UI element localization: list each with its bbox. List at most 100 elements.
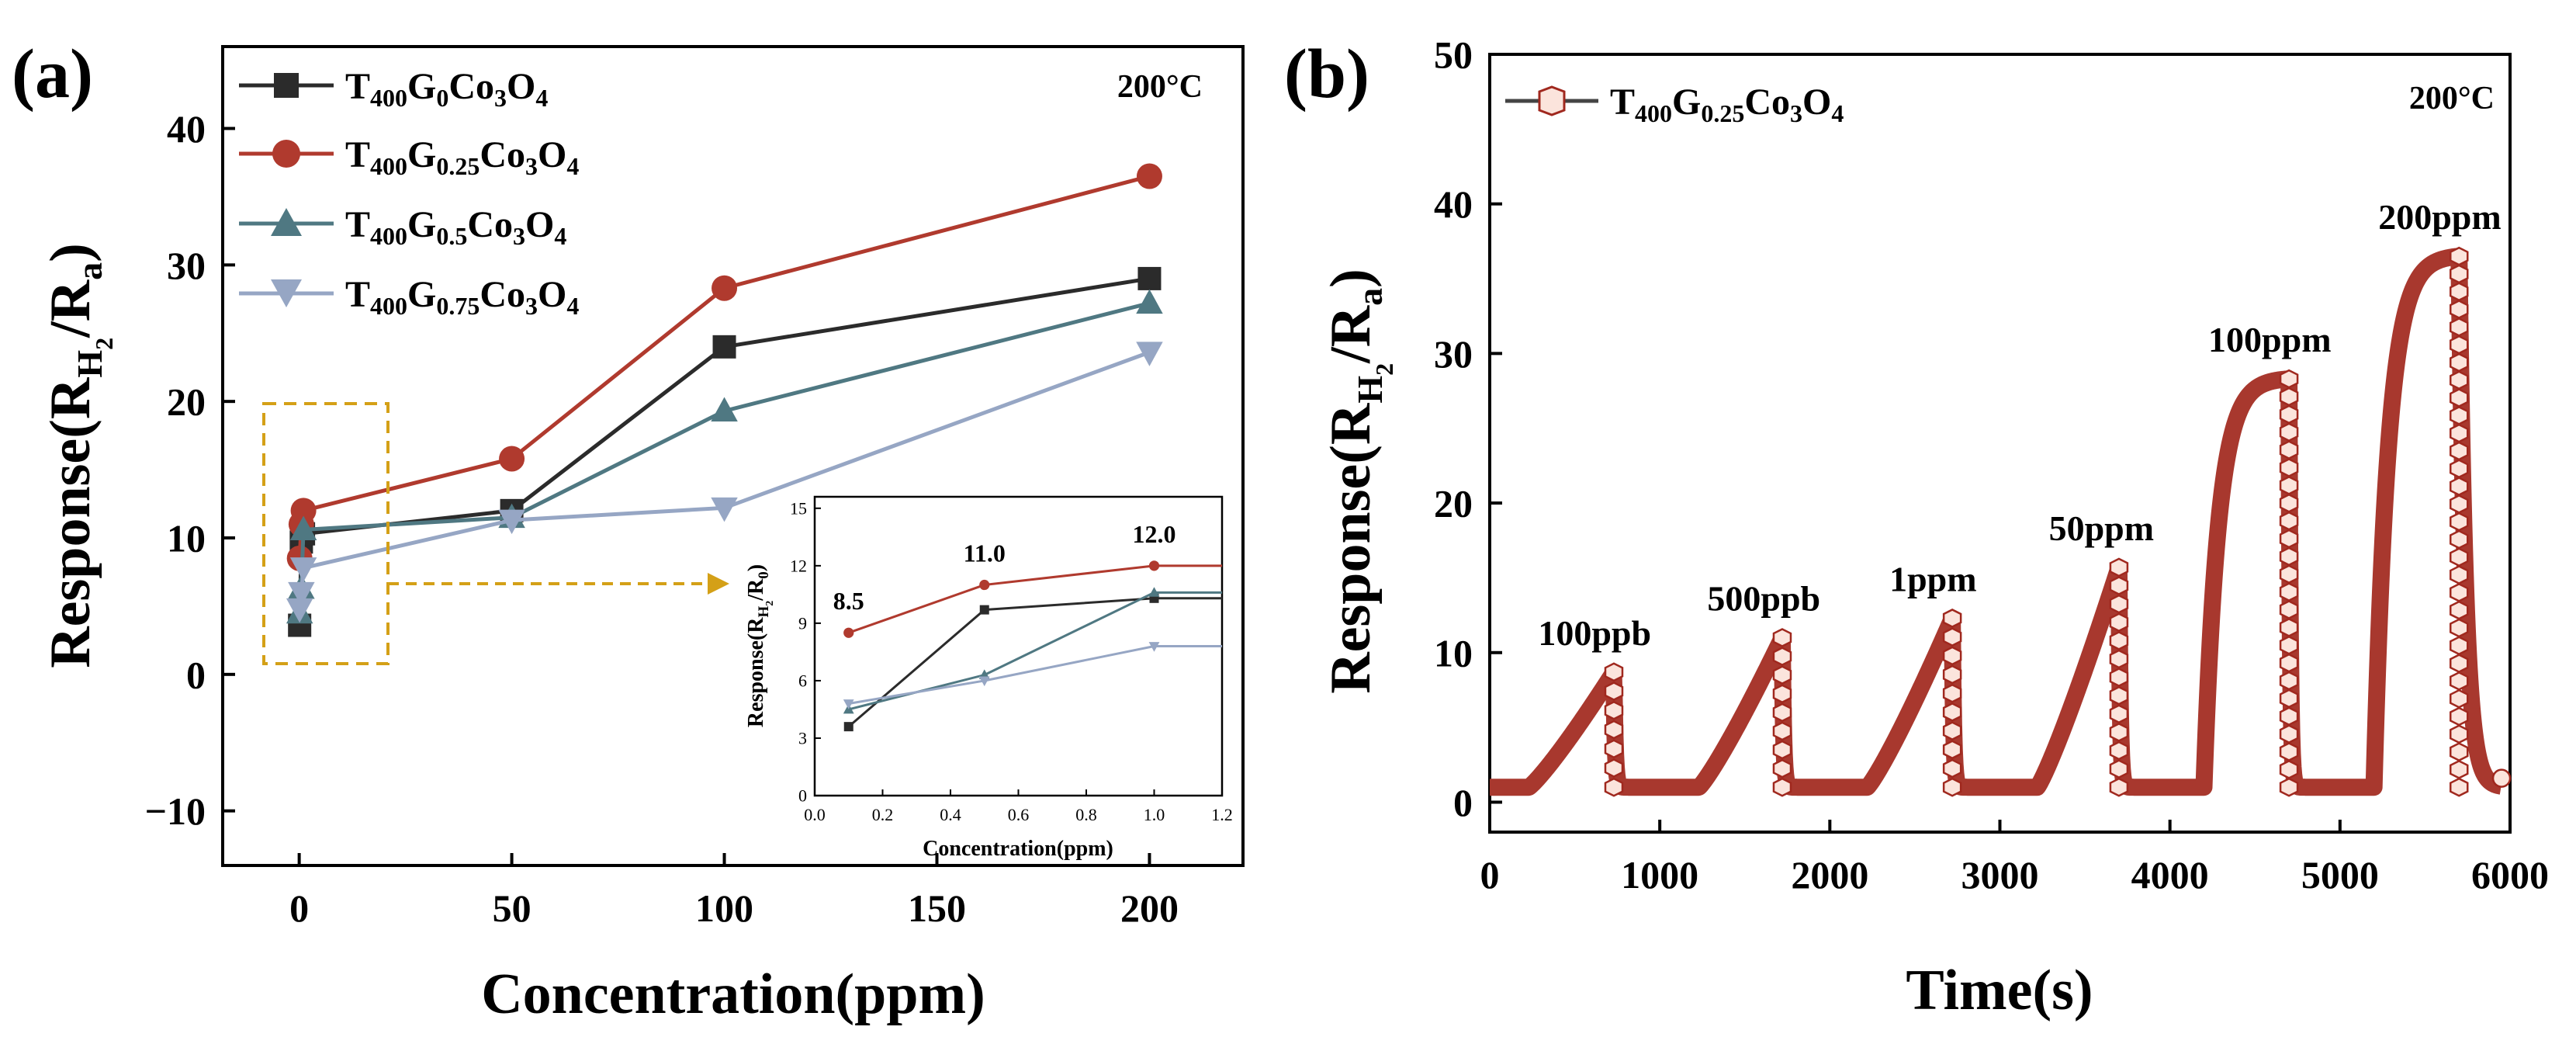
response-curve <box>1481 248 2509 796</box>
y-tick-label: 30 <box>167 244 206 287</box>
drop-marker <box>1604 777 1624 797</box>
zoom-box <box>262 402 390 665</box>
drop-marker <box>1942 683 1962 703</box>
data-point <box>1136 342 1163 366</box>
drop-marker <box>2279 475 2299 495</box>
legend-item-1: T400G0.25Co3O4 <box>239 134 579 180</box>
data-point <box>290 498 317 524</box>
x-tick-label: 0.4 <box>940 805 961 824</box>
drop-marker <box>2279 635 2299 655</box>
drop-marker <box>2450 582 2469 602</box>
panel-a-xlabel: Concentration(ppm) <box>481 962 985 1026</box>
x-tick-label: 0 <box>289 886 309 930</box>
drop-marker <box>2109 685 2129 706</box>
panel-b-series <box>1481 246 2512 797</box>
x-tick-label: 1000 <box>1621 853 1698 897</box>
drop-marker <box>2109 612 2129 633</box>
x-tick-label: 2000 <box>1791 853 1868 897</box>
cycle-label: 100ppm <box>2208 320 2331 359</box>
legend-item-0: T400G0Co3O4 <box>239 66 548 112</box>
y-tick-label: 6 <box>798 671 807 691</box>
x-tick-label: 1.0 <box>1144 805 1165 824</box>
drop-marker <box>1772 758 1792 779</box>
drop-marker <box>2450 335 2469 355</box>
legend-marker-hexagon <box>1538 85 1566 116</box>
drop-marker <box>2109 557 2129 577</box>
drop-marker <box>1772 740 1792 760</box>
x-tick-label: 0 <box>1480 853 1500 897</box>
drop-marker <box>2450 264 2469 284</box>
panel-b-annotation: 200°C <box>2409 81 2495 116</box>
zoom-arrow-head <box>708 573 729 595</box>
drop-marker <box>2450 282 2469 302</box>
drop-marker <box>2279 688 2299 709</box>
data-point <box>712 275 738 301</box>
drop-marker <box>1942 702 1962 722</box>
drop-marker <box>1604 739 1624 759</box>
drop-marker <box>2279 742 2299 761</box>
inset-annotations: 8.5 11.0 12.0 <box>833 520 1176 615</box>
y-tick-label: 40 <box>167 107 206 151</box>
drop-marker <box>2109 668 2129 687</box>
legend-label-2: T400G0.5Co3O4 <box>345 204 566 250</box>
drop-marker <box>1772 665 1792 685</box>
x-tick-label: 50 <box>493 886 531 930</box>
panel-a-series <box>286 163 1163 637</box>
inset-data-point <box>979 605 989 615</box>
drop-marker <box>2279 671 2299 691</box>
inset-ticks: 0.0 0.2 0.4 0.6 0.8 1.0 1.2 0 3 6 9 12 15 <box>790 499 1233 824</box>
inset-annotation: 8.5 <box>833 587 864 615</box>
drop-marker <box>2279 564 2299 584</box>
legend-item-2: T400G0.5Co3O4 <box>239 204 566 250</box>
data-point <box>498 509 525 535</box>
drop-marker <box>2450 565 2469 584</box>
x-tick-label: 4000 <box>2131 853 2209 897</box>
drop-marker <box>2279 511 2299 531</box>
x-tick-label: 200 <box>1120 886 1179 930</box>
drop-marker <box>2279 422 2299 442</box>
drop-marker <box>2450 441 2469 461</box>
drop-marker <box>2450 512 2469 532</box>
legend-marker-square <box>274 73 299 98</box>
drop-marker <box>2450 618 2469 638</box>
drop-marker <box>2279 404 2299 425</box>
panel-a-frame <box>221 45 1245 867</box>
data-point <box>289 515 317 540</box>
y-tick-label: −10 <box>145 789 206 833</box>
drop-marker <box>2450 477 2469 496</box>
drop-marker <box>2450 636 2469 656</box>
inset-series-line-1 <box>848 564 1222 634</box>
drop-marker <box>1772 647 1792 666</box>
cycle-label: 50ppm <box>2049 508 2154 548</box>
inset-series-line-0 <box>847 597 1222 728</box>
y-tick-label: 0 <box>1453 781 1473 824</box>
x-tick-label: 1.2 <box>1211 805 1233 824</box>
panel-a-legend: T400G0Co3O4 T400G0.25Co3O4 T400G0.5Co3O4… <box>239 66 579 320</box>
y-tick-label: 15 <box>790 499 807 519</box>
inset-data-point <box>843 699 854 709</box>
drop-marker <box>2450 706 2469 727</box>
drop-marker <box>1772 628 1792 647</box>
drop-marker <box>2450 317 2469 337</box>
end-marker <box>2491 768 2512 788</box>
data-point <box>288 581 315 607</box>
y-tick-label: 0 <box>798 786 807 806</box>
drop-marker <box>1772 684 1792 704</box>
y-tick-label: 0 <box>186 653 206 696</box>
panel-a-annotation: 200°C <box>1117 69 1203 105</box>
x-tick-label: 100 <box>695 886 753 930</box>
drop-marker <box>2450 494 2469 514</box>
drop-marker <box>2109 759 2129 779</box>
y-tick-label: 20 <box>167 380 206 424</box>
drop-marker <box>2109 576 2129 595</box>
panel-b-legend-label: T400G0.25Co3O4 <box>1610 82 1844 127</box>
drop-marker <box>2450 654 2469 673</box>
panel-b-legend: T400G0.25Co3O4 <box>1505 82 1844 127</box>
inset-xlabel: Concentration(ppm) <box>923 837 1113 861</box>
legend-marker-circle <box>272 140 300 168</box>
drop-marker <box>2279 387 2299 407</box>
data-point <box>711 497 738 522</box>
inset-data-point <box>1148 642 1160 652</box>
panel-b: (b) 0 1000 2000 3000 4000 5000 6000 0 10 20 30 40 50… <box>1284 33 2549 1023</box>
